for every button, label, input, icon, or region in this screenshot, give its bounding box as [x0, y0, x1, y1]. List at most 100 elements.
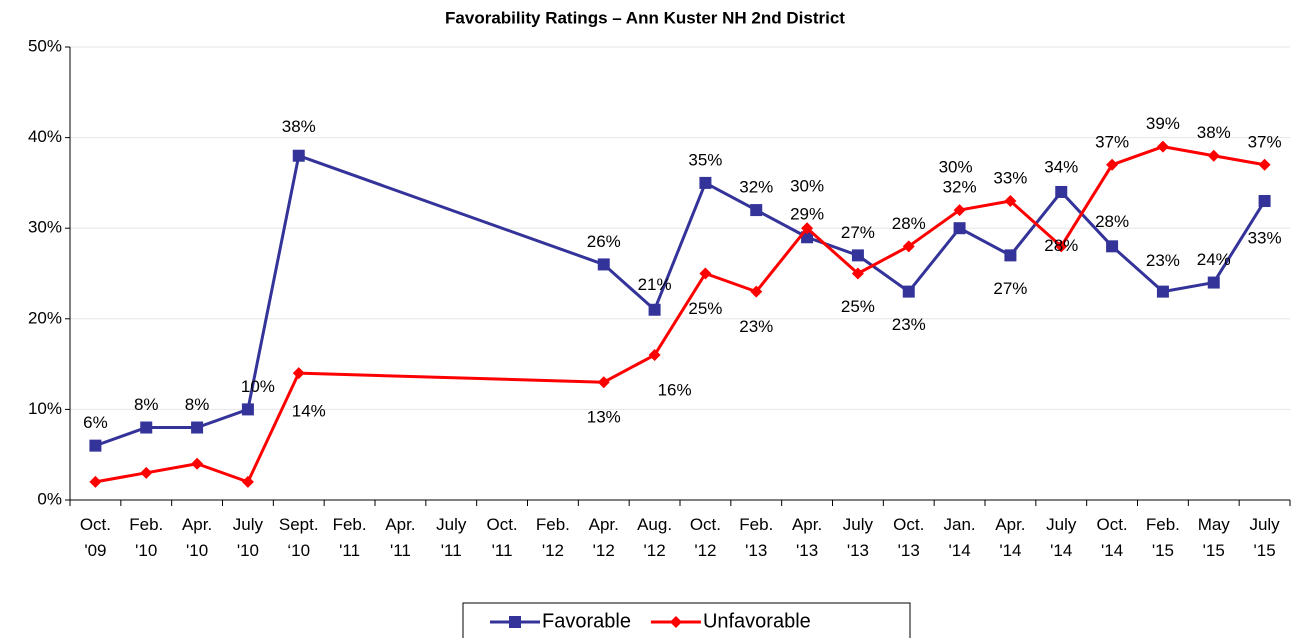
- data-label: 32%: [739, 178, 773, 197]
- data-label: 23%: [739, 317, 773, 336]
- data-label: 30%: [939, 158, 973, 177]
- x-tick-label: July '14: [1046, 515, 1077, 560]
- line-segment: [298, 154, 605, 266]
- line-segment: [959, 199, 1011, 212]
- line-segment: [1213, 154, 1265, 167]
- data-label: 24%: [1197, 250, 1231, 269]
- line-segment: [603, 353, 656, 384]
- line-segment: [196, 462, 249, 484]
- data-label: 6%: [83, 413, 108, 432]
- x-tick-label: Feb. '13: [739, 515, 773, 560]
- marker: [953, 204, 966, 217]
- data-label: 33%: [1248, 229, 1282, 248]
- data-label: 39%: [1146, 114, 1180, 133]
- y-tick-label: 20%: [28, 308, 62, 327]
- line-segment: [1162, 281, 1215, 294]
- marker: [902, 240, 915, 253]
- x-tick-label: Apr. '11: [385, 515, 415, 560]
- x-tick-label: Oct. '14: [1096, 515, 1127, 560]
- marker: [851, 249, 864, 262]
- line-segment: [958, 226, 1012, 257]
- line-segment: [602, 263, 656, 311]
- y-tick-label: 40%: [28, 127, 62, 146]
- marker: [801, 222, 814, 235]
- y-tick-label: 30%: [28, 218, 62, 237]
- marker: [292, 149, 305, 162]
- data-label: 14%: [292, 402, 326, 421]
- line-segment: [246, 155, 301, 410]
- legend: Favorable Unfavorable: [462, 602, 911, 638]
- line-segment: [94, 426, 147, 448]
- marker: [902, 285, 915, 298]
- data-label: 32%: [943, 178, 977, 197]
- line-segment: [1111, 145, 1164, 167]
- line-segment: [653, 272, 707, 356]
- line-segment: [857, 244, 910, 275]
- data-label: 29%: [790, 205, 824, 224]
- data-label: 27%: [841, 223, 875, 242]
- x-tick-label: Oct. '13: [893, 515, 924, 560]
- series-0: [89, 149, 1271, 452]
- marker: [191, 421, 204, 434]
- x-tick-label: Oct. '12: [690, 515, 721, 560]
- data-label: 28%: [1095, 212, 1129, 231]
- x-tick-label: Feb. '10: [129, 515, 163, 560]
- data-label: 16%: [658, 381, 692, 400]
- marker: [1258, 158, 1271, 171]
- data-label: 10%: [241, 377, 275, 396]
- line-segment: [806, 235, 859, 257]
- x-tick-label: Oct. '11: [486, 515, 517, 560]
- y-tick-label: 50%: [28, 36, 62, 55]
- marker: [241, 475, 254, 488]
- x-tick-label: Aug. '12: [637, 515, 672, 560]
- line-segment: [755, 208, 808, 239]
- x-tick-label: July '10: [233, 515, 264, 560]
- x-tick-label: July '13: [843, 515, 874, 560]
- data-label: 23%: [892, 315, 926, 334]
- data-label: 28%: [892, 214, 926, 233]
- data-label: 38%: [1197, 123, 1231, 142]
- x-tick-label: Jan. '14: [944, 515, 976, 560]
- data-label: 8%: [185, 395, 210, 414]
- data-label: 27%: [993, 279, 1027, 298]
- marker: [292, 367, 305, 380]
- x-tick-label: Feb. '11: [333, 515, 367, 560]
- marker: [241, 403, 254, 416]
- line-segment: [907, 208, 961, 248]
- line-segment: [806, 227, 859, 275]
- line-segment: [1059, 163, 1114, 248]
- line-segment: [704, 272, 757, 294]
- line-segment: [1009, 199, 1063, 248]
- x-tick-label: Apr. '12: [589, 515, 619, 560]
- line-segment: [653, 182, 707, 311]
- x-tick-label: Feb. '12: [536, 515, 570, 560]
- x-tick-label: Apr. '13: [792, 515, 822, 560]
- marker: [851, 267, 864, 280]
- marker: [699, 267, 712, 280]
- y-tick-label: 10%: [28, 399, 62, 418]
- marker: [699, 176, 712, 189]
- marker: [597, 376, 610, 389]
- marker: [953, 222, 966, 235]
- x-tick-label: Feb. '15: [1146, 515, 1180, 560]
- legend-label: Favorable: [542, 610, 631, 632]
- marker: [750, 204, 763, 217]
- data-label: 21%: [638, 275, 672, 294]
- marker: [1156, 140, 1169, 153]
- marker: [1106, 158, 1119, 171]
- line-segment: [1212, 200, 1266, 284]
- data-label: 37%: [1095, 132, 1129, 151]
- marker: [1207, 149, 1220, 162]
- marker: [1055, 240, 1068, 253]
- marker: [648, 303, 661, 316]
- data-label: 33%: [993, 169, 1027, 188]
- line-segment: [704, 181, 757, 212]
- data-label: 8%: [134, 395, 159, 414]
- data-label: 38%: [282, 117, 316, 136]
- data-label: 28%: [1044, 236, 1078, 255]
- y-tick-label: 0%: [37, 489, 62, 508]
- x-tick-label: Sept. ‘10: [279, 515, 319, 560]
- marker: [1106, 240, 1119, 253]
- marker: [648, 349, 661, 362]
- line-segment: [196, 407, 249, 429]
